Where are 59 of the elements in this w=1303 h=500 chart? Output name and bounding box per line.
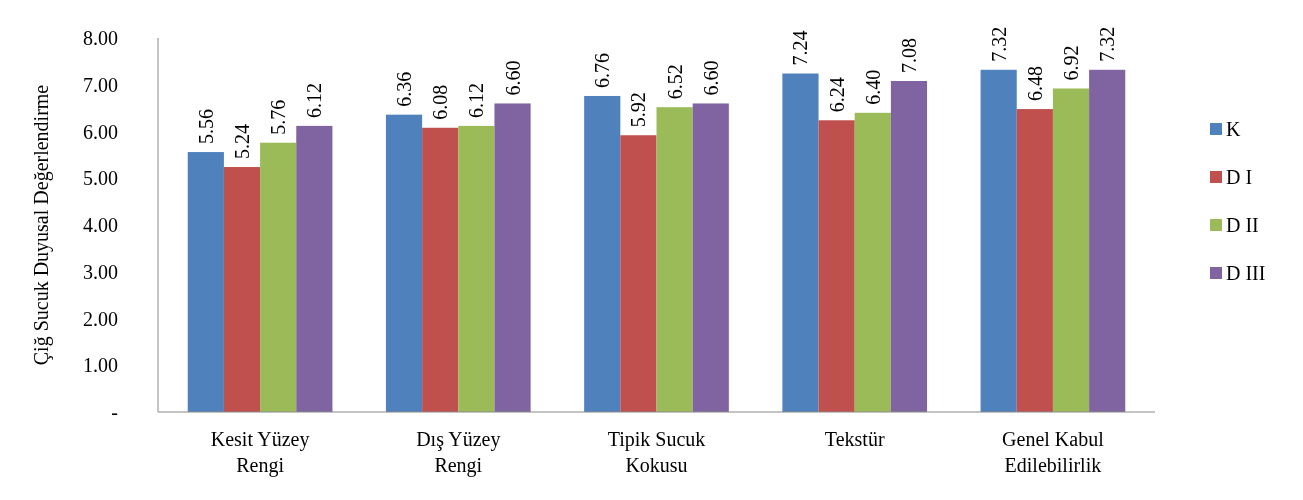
y-tick-label: 3.00: [83, 260, 118, 283]
bar: [692, 103, 729, 412]
bar: [494, 103, 531, 412]
x-tick-label: Tipik Sucuk Kokusu: [607, 428, 706, 476]
bar: [223, 167, 261, 412]
bar: [260, 142, 297, 412]
data-label: 5.76: [267, 99, 290, 135]
x-tick-label: Genel Kabul Edilebilirlik: [1002, 428, 1105, 476]
legend-label: K: [1226, 118, 1241, 140]
bar: [1089, 69, 1126, 412]
y-axis-title: Çiğ Sucuk Duyusal Değerlendirme: [30, 84, 53, 366]
bar: [1052, 88, 1090, 412]
bar: [890, 81, 928, 412]
data-label: 7.32: [1096, 26, 1119, 62]
bar: [620, 135, 657, 412]
data-label: 7.32: [987, 26, 1010, 62]
legend-label: D II: [1226, 214, 1259, 236]
data-label: 5.56: [194, 109, 217, 145]
data-label: 6.48: [1023, 66, 1046, 102]
y-tick-label: 1.00: [83, 354, 118, 377]
legend-label: D III: [1226, 262, 1266, 284]
bar: [187, 152, 224, 412]
bar: [458, 125, 495, 412]
data-label: 6.12: [303, 82, 326, 118]
data-label: 6.76: [591, 52, 614, 88]
x-tick-label: Kesit Yüzey Rengi: [210, 428, 310, 477]
data-label: 6.40: [861, 69, 884, 105]
data-label: 6.24: [825, 77, 848, 113]
y-tick-label: 7.00: [83, 73, 118, 96]
bar: [584, 95, 621, 412]
data-label: 7.24: [789, 30, 812, 66]
bar: [296, 125, 333, 412]
y-tick-label: 5.00: [83, 167, 118, 190]
y-tick-label: 8.00: [83, 27, 118, 49]
data-label: 6.60: [699, 60, 722, 96]
data-label: 6.08: [429, 84, 452, 120]
y-tick-label: 6.00: [83, 120, 118, 143]
data-label: 7.08: [897, 38, 920, 74]
data-label: 6.60: [501, 60, 524, 96]
data-label: 6.12: [465, 82, 488, 118]
x-tick-label: Tekstür: [824, 428, 885, 450]
x-tick-label: Dış Yüzey Rengi: [416, 428, 501, 477]
legend-label: D I: [1226, 166, 1253, 188]
data-label: 5.92: [627, 92, 650, 128]
bar: [818, 120, 855, 412]
data-label: 6.92: [1060, 45, 1083, 81]
bar: [980, 69, 1017, 412]
y-tick-label: 4.00: [83, 214, 118, 236]
y-tick-label: 2.00: [83, 307, 118, 330]
bar: [422, 127, 459, 412]
data-label: 6.36: [393, 71, 416, 107]
bar: [385, 114, 423, 412]
y-tick-label: -: [111, 401, 118, 423]
bar: [1016, 109, 1053, 412]
bar: [782, 73, 819, 412]
data-label: 6.52: [663, 64, 686, 100]
data-label: 5.24: [230, 124, 253, 160]
bar: [656, 107, 693, 412]
bar: [854, 112, 891, 412]
